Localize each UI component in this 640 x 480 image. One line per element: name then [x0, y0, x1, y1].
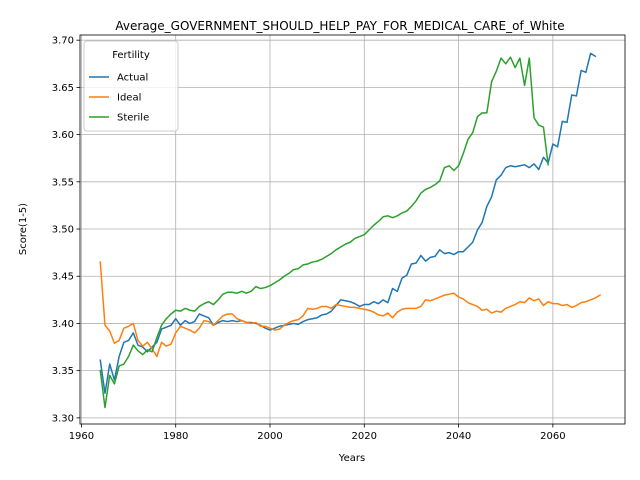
series-lines [99, 52, 602, 409]
plot-frame [79, 34, 626, 425]
x-tick-label: 1980 [163, 431, 188, 442]
legend-entries: Actual Ideal Sterile [89, 73, 149, 124]
y-tick-label: 3.60 [52, 130, 74, 141]
y-tick-label: 3.65 [52, 83, 74, 94]
legend-box [83, 40, 179, 132]
y-tick-label: 3.35 [52, 366, 74, 377]
x-axis-label: Years [338, 453, 365, 464]
y-tick-label: 3.30 [52, 413, 74, 424]
series-line-sterile [99, 56, 549, 409]
y-axis-label: Score(1-5) [18, 203, 29, 255]
series-line-ideal [99, 261, 602, 358]
y-tick-label: 3.45 [52, 272, 74, 283]
legend-title: Fertility [112, 50, 150, 61]
series-line-actual [99, 52, 597, 395]
legend-label-ideal: Ideal [117, 93, 141, 104]
legend: Fertility Actual Ideal Sterile [83, 40, 179, 132]
axis-ticks: 1960 1980 2000 2020 2040 2060 3.30 3.35 3.40 3.45… [52, 36, 566, 442]
legend-label-actual: Actual [117, 73, 148, 84]
x-tick-label: 2020 [352, 431, 377, 442]
gridlines [80, 35, 625, 424]
y-tick-label: 3.50 [52, 225, 74, 236]
legend-label-sterile: Sterile [117, 113, 149, 124]
y-tick-label: 3.55 [52, 177, 74, 188]
x-tick-label: 2000 [257, 431, 282, 442]
chart-title: Average_GOVERNMENT_SHOULD_HELP_PAY_FOR_M… [115, 19, 564, 33]
x-tick-label: 2060 [540, 431, 565, 442]
y-tick-label: 3.70 [52, 36, 74, 47]
x-tick-label: 1960 [69, 431, 94, 442]
y-tick-label: 3.40 [52, 319, 74, 330]
x-tick-label: 2040 [446, 431, 471, 442]
